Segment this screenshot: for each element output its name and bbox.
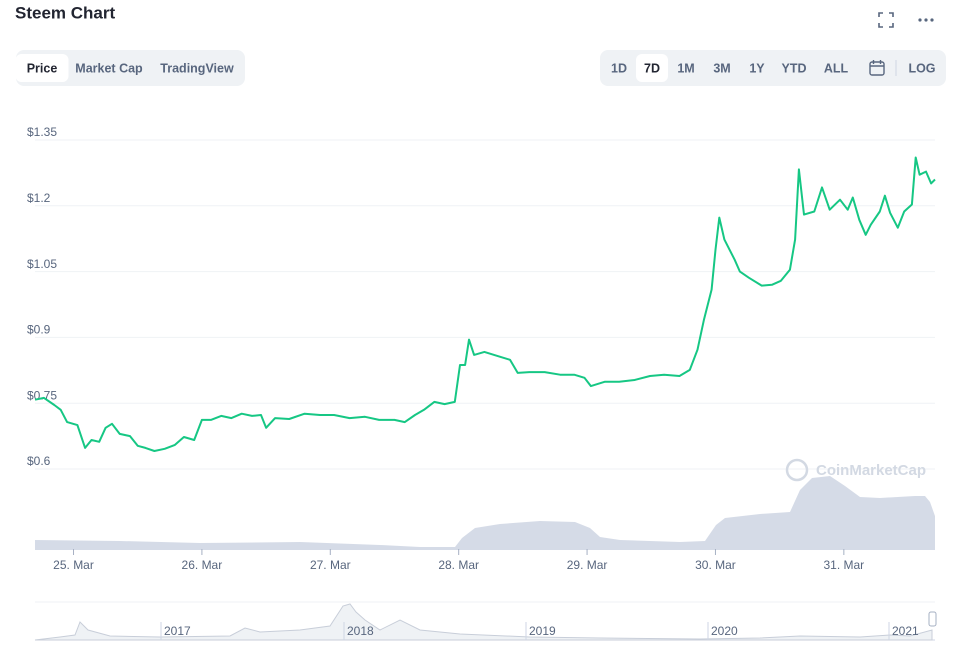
log-button[interactable]: LOG [908,61,935,75]
tab[interactable]: Market Cap [75,61,143,75]
x-tick-label: 29. Mar [567,558,608,572]
range-button[interactable]: 1Y [749,61,765,75]
y-tick-label: $0.6 [27,454,51,468]
x-tick-label: 25. Mar [53,558,94,572]
x-tick-label: 30. Mar [695,558,736,572]
x-tick-label: 31. Mar [824,558,865,572]
y-tick-label: $0.9 [27,323,51,337]
range-group [600,50,946,86]
watermark-logo [785,458,809,482]
tab-active-bg [15,54,69,82]
range-button[interactable]: 1M [677,61,694,75]
navigator-label: 2019 [529,624,556,638]
y-tick-label: $1.35 [27,125,57,139]
volume-area [35,476,935,550]
calendar-icon[interactable] [869,60,885,76]
range-active-bg [636,54,668,82]
range-button[interactable]: 1D [611,61,627,75]
chart-title: Steem Chart [15,3,115,22]
price-line [34,156,936,452]
navigator-label: 2021 [892,624,919,638]
tab-group [16,50,245,86]
x-tick-label: 27. Mar [310,558,351,572]
more-icon[interactable] [918,18,934,22]
watermark: CoinMarketCap [816,462,926,479]
x-tick-label: 26. Mar [182,558,223,572]
range-button[interactable]: 3M [713,61,730,75]
x-tick-label: 28. Mar [438,558,479,572]
navigator-label: 2017 [164,624,191,638]
navigator-label: 2020 [711,624,738,638]
y-tick-label: $1.2 [27,191,51,205]
range-button[interactable]: YTD [782,61,807,75]
tab[interactable]: TradingView [160,61,234,75]
range-button[interactable]: 7D [644,61,660,75]
fullscreen-icon[interactable] [878,12,894,28]
navigator-line [34,603,933,641]
y-tick-label: $0.75 [27,388,57,402]
navigator-label: 2018 [347,624,374,638]
navigator-handle[interactable] [928,611,937,627]
tab[interactable]: Price [27,61,58,75]
range-button[interactable]: ALL [824,61,849,75]
y-tick-label: $1.05 [27,257,57,271]
